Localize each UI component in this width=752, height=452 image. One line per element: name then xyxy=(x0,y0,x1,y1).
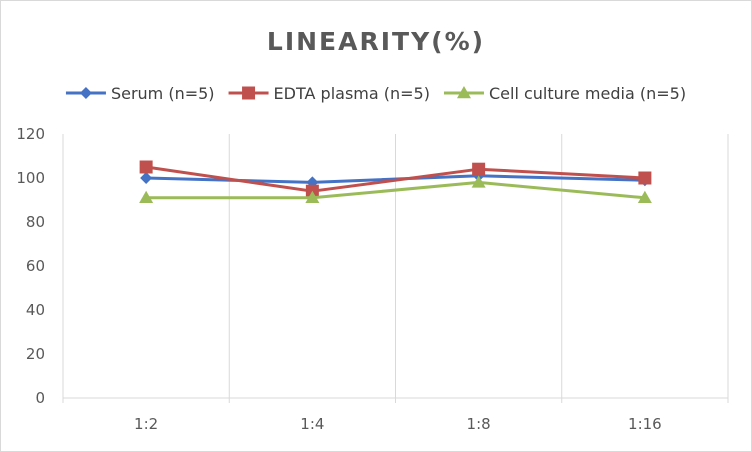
data-point xyxy=(139,190,154,204)
legend-item-edta-plasma-n-5: EDTA plasma (n=5) xyxy=(228,84,430,103)
data-point xyxy=(472,162,486,176)
y-tick-label: 120 xyxy=(16,125,45,143)
legend-label: Serum (n=5) xyxy=(111,84,215,103)
legend-item-cell-culture-media-n-5: Cell culture media (n=5) xyxy=(443,84,686,103)
y-tick-label: 60 xyxy=(26,257,45,275)
data-point xyxy=(139,160,153,174)
data-point xyxy=(471,175,486,188)
data-point xyxy=(638,171,652,185)
x-tick-label: 1:8 xyxy=(467,415,491,433)
legend-label: EDTA plasma (n=5) xyxy=(274,84,430,103)
y-tick-label: 20 xyxy=(26,345,45,363)
legend-item-serum-n-5: Serum (n=5) xyxy=(65,84,215,103)
legend-marker xyxy=(79,87,92,99)
y-tick-label: 80 xyxy=(26,213,45,231)
data-point xyxy=(637,190,652,204)
chart-series xyxy=(139,160,652,204)
y-tick-label: 40 xyxy=(26,301,45,319)
y-tick-label: 100 xyxy=(16,169,45,187)
y-tick-label: 0 xyxy=(35,389,45,407)
series-line xyxy=(146,180,646,200)
data-point xyxy=(305,190,320,204)
data-point xyxy=(140,172,153,184)
chart-title: LINEARITY(%) xyxy=(267,27,485,56)
x-tick-label: 1:4 xyxy=(300,415,324,433)
series-edta-plasma-n-5 xyxy=(139,160,652,198)
x-tick-label: 1:16 xyxy=(628,415,662,433)
chart-legend: Serum (n=5) EDTA plasma (n=5) Cell culture… xyxy=(65,84,686,103)
x-tick-label: 1:2 xyxy=(134,415,158,433)
legend-marker xyxy=(456,86,471,99)
series-cell-culture-media-n-5 xyxy=(139,175,652,204)
series-line xyxy=(145,165,645,193)
chart-axes: 0 20 40 60 80 100 120 1:2 1:4 1:8 1:16 xyxy=(16,125,729,433)
legend-marker xyxy=(242,86,256,100)
legend-label: Cell culture media (n=5) xyxy=(489,84,686,103)
